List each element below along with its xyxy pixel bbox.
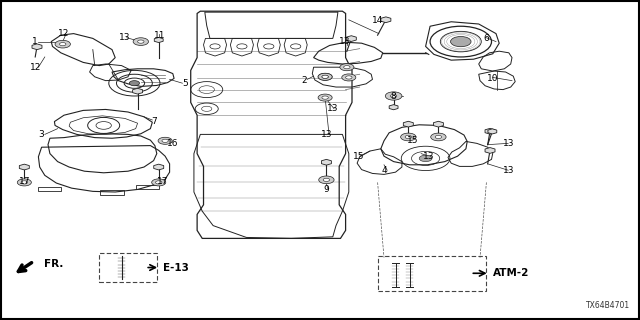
Circle shape bbox=[323, 178, 330, 181]
Circle shape bbox=[451, 36, 471, 47]
Text: 13: 13 bbox=[503, 139, 515, 148]
Text: TX64B4701: TX64B4701 bbox=[586, 301, 630, 310]
Text: 12: 12 bbox=[29, 63, 41, 72]
Text: 3: 3 bbox=[39, 130, 44, 139]
Circle shape bbox=[318, 73, 332, 80]
Bar bbox=[99, 253, 157, 282]
Circle shape bbox=[390, 94, 397, 98]
Text: 15: 15 bbox=[353, 152, 364, 161]
Text: 5: 5 bbox=[183, 79, 188, 88]
Circle shape bbox=[340, 64, 354, 71]
Circle shape bbox=[129, 81, 140, 86]
Text: 13: 13 bbox=[503, 166, 515, 175]
Polygon shape bbox=[485, 148, 495, 153]
Circle shape bbox=[346, 76, 352, 79]
Text: 13: 13 bbox=[423, 152, 435, 161]
Circle shape bbox=[322, 96, 328, 99]
Polygon shape bbox=[19, 164, 29, 170]
Text: E-13: E-13 bbox=[163, 262, 189, 273]
Circle shape bbox=[60, 43, 66, 46]
Polygon shape bbox=[346, 36, 356, 42]
Circle shape bbox=[435, 135, 442, 139]
Circle shape bbox=[156, 181, 162, 184]
Polygon shape bbox=[321, 159, 332, 165]
Polygon shape bbox=[154, 164, 164, 170]
Circle shape bbox=[158, 137, 172, 144]
Text: 9: 9 bbox=[324, 185, 329, 194]
Polygon shape bbox=[403, 121, 413, 127]
Circle shape bbox=[344, 66, 350, 69]
Circle shape bbox=[21, 181, 28, 184]
Text: 1: 1 bbox=[33, 37, 38, 46]
Polygon shape bbox=[485, 128, 495, 134]
Text: 12: 12 bbox=[58, 29, 70, 38]
Text: 6: 6 bbox=[484, 34, 489, 43]
Text: 4: 4 bbox=[381, 166, 387, 175]
Text: 7: 7 bbox=[151, 117, 156, 126]
Text: 13: 13 bbox=[321, 130, 332, 139]
Polygon shape bbox=[132, 88, 143, 94]
Circle shape bbox=[55, 40, 70, 48]
Text: 13: 13 bbox=[327, 104, 339, 113]
Text: 17: 17 bbox=[19, 177, 30, 186]
Circle shape bbox=[318, 73, 332, 80]
Polygon shape bbox=[381, 17, 391, 23]
Text: 2: 2 bbox=[301, 76, 307, 84]
Circle shape bbox=[322, 75, 328, 78]
Circle shape bbox=[138, 40, 144, 43]
Text: 17: 17 bbox=[157, 177, 169, 186]
Polygon shape bbox=[488, 129, 497, 134]
Polygon shape bbox=[154, 37, 163, 43]
Text: 15: 15 bbox=[407, 136, 419, 145]
Circle shape bbox=[318, 94, 332, 101]
Circle shape bbox=[152, 179, 166, 186]
Text: FR.: FR. bbox=[44, 259, 63, 269]
Text: 8: 8 bbox=[391, 92, 396, 100]
Circle shape bbox=[401, 133, 416, 141]
Circle shape bbox=[419, 155, 432, 162]
Text: 13: 13 bbox=[119, 33, 131, 42]
Circle shape bbox=[322, 75, 328, 78]
Circle shape bbox=[405, 135, 412, 139]
Text: 14: 14 bbox=[372, 16, 383, 25]
Circle shape bbox=[431, 133, 446, 141]
Circle shape bbox=[385, 92, 402, 100]
Text: ATM-2: ATM-2 bbox=[493, 268, 529, 278]
Circle shape bbox=[162, 139, 168, 142]
Circle shape bbox=[342, 74, 356, 81]
Polygon shape bbox=[433, 121, 444, 127]
Circle shape bbox=[319, 176, 334, 184]
Text: 11: 11 bbox=[154, 31, 166, 40]
Bar bbox=[378, 256, 486, 291]
Text: 16: 16 bbox=[167, 139, 179, 148]
Polygon shape bbox=[32, 44, 42, 50]
Circle shape bbox=[133, 38, 148, 45]
Circle shape bbox=[17, 179, 31, 186]
Polygon shape bbox=[389, 105, 398, 110]
Text: 10: 10 bbox=[487, 74, 499, 83]
Text: 13: 13 bbox=[339, 37, 350, 46]
